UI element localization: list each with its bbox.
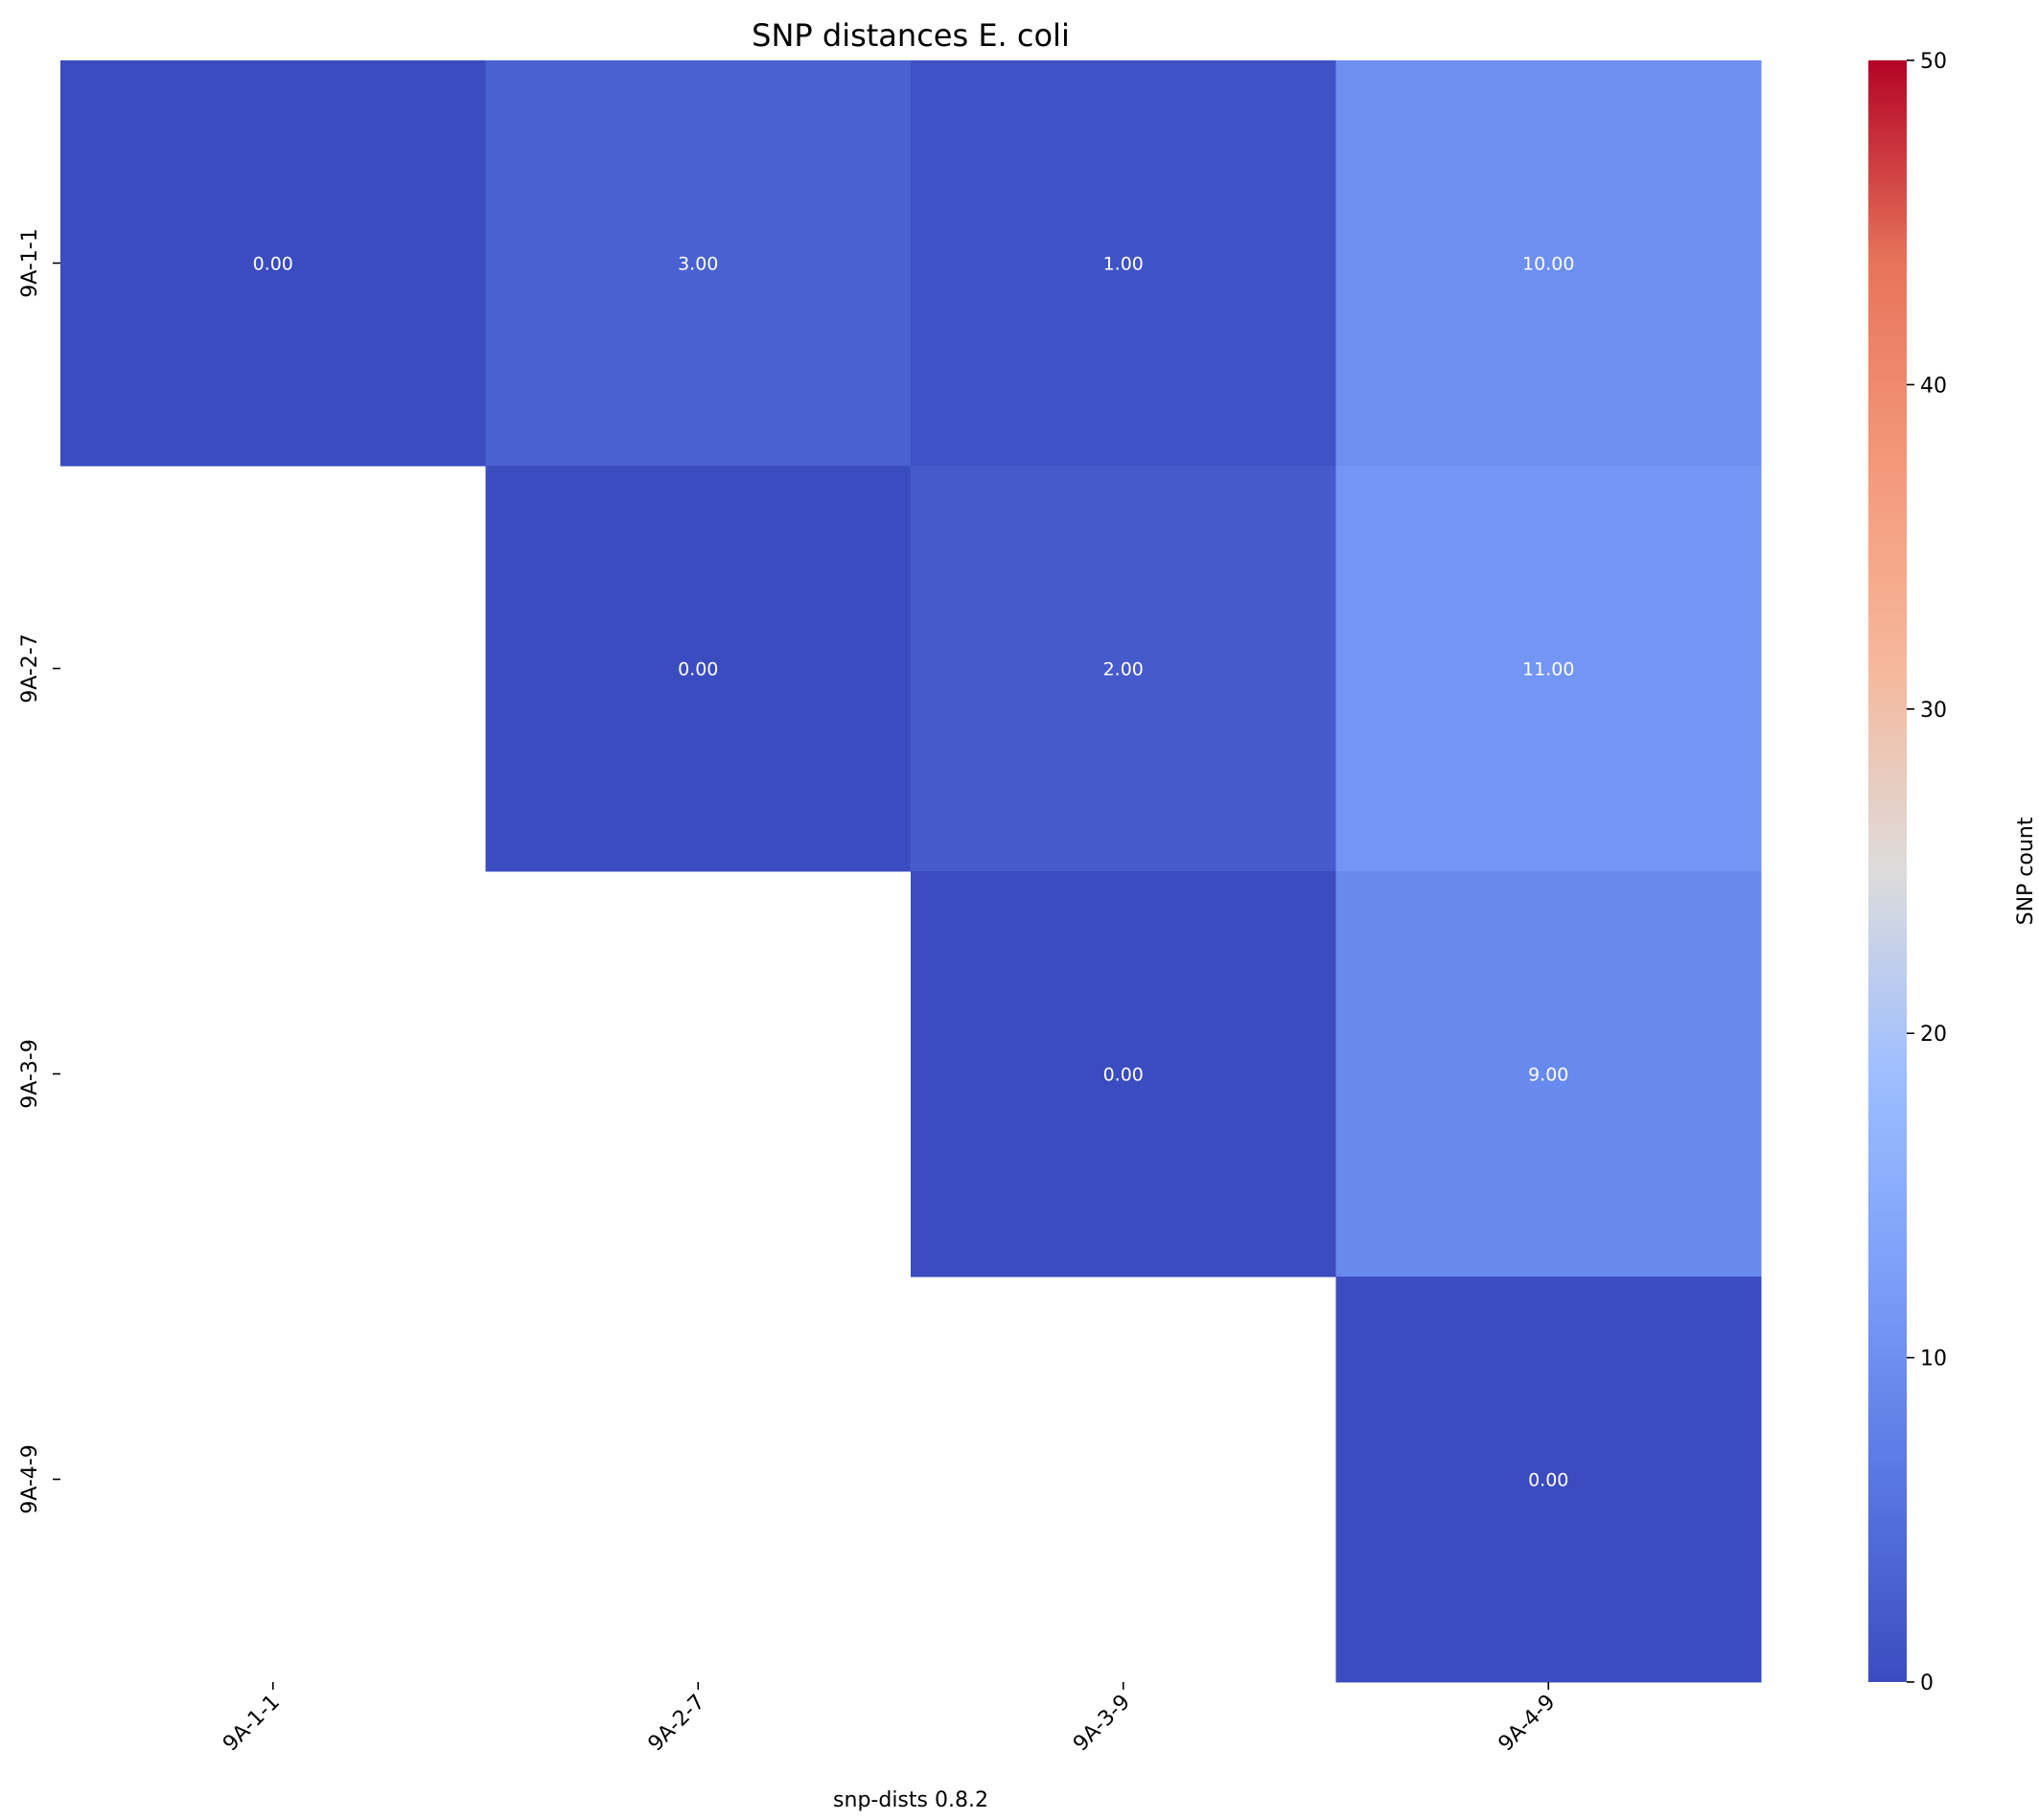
colorbar bbox=[1868, 60, 1907, 1682]
colorbar-tick-label: 50 bbox=[1920, 50, 1947, 74]
cell-value-label: 0.00 bbox=[1528, 1470, 1568, 1491]
cell-value-label: 11.00 bbox=[1522, 659, 1574, 680]
colorbar-tick-label: 10 bbox=[1920, 1348, 1947, 1371]
heatmap-cell bbox=[911, 60, 1336, 467]
x-axis-label: snp-dists 0.8.2 bbox=[833, 1788, 988, 1812]
y-tick-label: 9A-4-9 bbox=[18, 1444, 42, 1513]
colorbar-tick-label: 20 bbox=[1920, 1023, 1947, 1047]
colorbar-tick-label: 40 bbox=[1920, 374, 1947, 398]
colorbar-ticks: 0 10 20 30 40 50 bbox=[1907, 50, 1947, 1695]
cell-value-label: 1.00 bbox=[1103, 254, 1144, 275]
cell-value-label: 9.00 bbox=[1528, 1065, 1568, 1086]
cell-value-label: 3.00 bbox=[678, 254, 718, 275]
heatmap-cell bbox=[485, 60, 912, 467]
colorbar-label: SNP count bbox=[2014, 817, 2038, 925]
y-tick-label: 9A-2-7 bbox=[18, 634, 42, 703]
y-tick-label: 9A-3-9 bbox=[18, 1039, 42, 1108]
heatmap-cell bbox=[1335, 1277, 1762, 1683]
heatmap-cell bbox=[1335, 466, 1762, 872]
cell-value-label: 0.00 bbox=[678, 659, 718, 680]
heatmap-cells bbox=[60, 60, 1762, 1683]
heatmap-cell-labels: 0.00 3.00 1.00 10.00 0.00 2.00 11.00 0.00 9.00 0.… bbox=[253, 254, 1575, 1491]
y-tick-label: 9A-1-1 bbox=[18, 228, 42, 297]
x-axis-ticks: 9A-1-1 9A-2-7 9A-3-9 9A-4-9 bbox=[219, 1682, 1560, 1756]
colorbar-tick-label: 0 bbox=[1920, 1671, 1934, 1695]
x-tick-label: 9A-3-9 bbox=[1069, 1691, 1135, 1757]
x-tick-label: 9A-2-7 bbox=[644, 1691, 710, 1757]
chart-title: SNP distances E. coli bbox=[752, 17, 1070, 54]
heatmap-cell bbox=[911, 466, 1336, 872]
heatmap-cell bbox=[60, 60, 486, 467]
cell-value-label: 2.00 bbox=[1103, 659, 1144, 680]
cell-value-label: 10.00 bbox=[1522, 254, 1574, 275]
heatmap-cell bbox=[1335, 871, 1762, 1278]
heatmap-cell bbox=[911, 871, 1336, 1278]
x-tick-label: 9A-1-1 bbox=[219, 1691, 285, 1757]
heatmap-cell bbox=[485, 466, 912, 872]
x-tick-label: 9A-4-9 bbox=[1494, 1691, 1561, 1757]
y-axis-ticks: 9A-1-1 9A-2-7 9A-3-9 9A-4-9 bbox=[18, 228, 60, 1514]
heatmap-cell bbox=[1335, 60, 1762, 467]
cell-value-label: 0.00 bbox=[1103, 1065, 1144, 1086]
colorbar-tick-label: 30 bbox=[1920, 699, 1947, 723]
cell-value-label: 0.00 bbox=[253, 254, 293, 275]
